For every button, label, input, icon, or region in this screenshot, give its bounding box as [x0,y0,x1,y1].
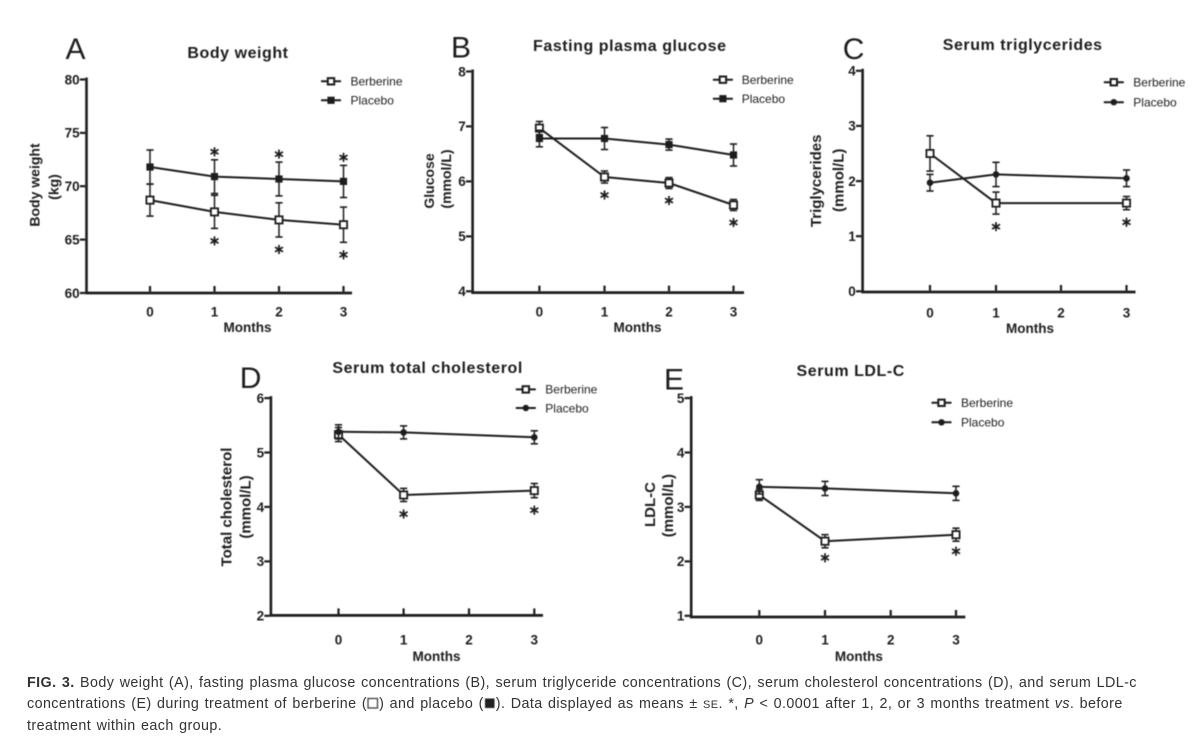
svg-text:(kg): (kg) [45,174,61,200]
svg-text:4: 4 [458,284,466,299]
svg-text:D: D [240,362,262,395]
svg-text:5: 5 [257,445,265,460]
svg-text:LDL-C: LDL-C [642,482,659,527]
svg-text:Months: Months [1006,321,1054,336]
svg-text:3: 3 [677,500,685,515]
svg-text:75: 75 [65,126,81,141]
svg-text:4: 4 [848,64,856,79]
svg-text:1: 1 [601,305,609,320]
svg-text:Triglycerides: Triglycerides [808,135,825,228]
svg-text:B: B [451,32,471,65]
svg-text:Months: Months [224,320,272,335]
svg-text:0: 0 [335,633,343,648]
svg-text:Body weight: Body weight [27,143,43,227]
svg-text:3: 3 [952,633,960,648]
svg-text:8: 8 [458,64,466,79]
svg-text:(mmol/L): (mmol/L) [438,149,454,208]
svg-text:Placebo: Placebo [742,92,786,106]
svg-text:0: 0 [536,305,544,320]
svg-text:Total cholesterol: Total cholesterol [219,448,236,567]
svg-text:Serum total cholesterol: Serum total cholesterol [332,360,522,377]
svg-text:3: 3 [340,305,348,320]
svg-text:5: 5 [458,229,466,244]
svg-text:Berberine: Berberine [351,75,403,89]
svg-text:0: 0 [146,305,154,320]
svg-text:Months: Months [413,649,461,664]
svg-text:80: 80 [65,72,80,87]
svg-text:2: 2 [677,554,685,569]
svg-text:2: 2 [887,633,895,648]
svg-text:3: 3 [1123,306,1131,321]
svg-text:7: 7 [458,119,466,134]
svg-text:Months: Months [835,649,883,664]
svg-text:0: 0 [848,284,856,299]
svg-text:3: 3 [730,305,738,320]
svg-text:2: 2 [257,609,265,624]
svg-text:(mmol/L): (mmol/L) [831,149,848,212]
svg-text:2: 2 [1057,306,1065,321]
svg-text:2: 2 [665,305,673,320]
svg-text:3: 3 [848,119,856,134]
svg-text:1: 1 [848,229,856,244]
svg-text:0: 0 [926,306,934,321]
svg-text:Body weight: Body weight [187,45,288,62]
svg-text:Placebo: Placebo [545,401,589,415]
svg-text:(mmol/L): (mmol/L) [660,474,677,537]
svg-text:Placebo: Placebo [961,416,1005,430]
svg-text:4: 4 [677,445,685,460]
svg-text:2: 2 [275,305,283,320]
svg-text:60: 60 [65,286,80,301]
svg-text:Placebo: Placebo [1133,96,1177,110]
svg-text:Berberine: Berberine [545,383,597,397]
svg-text:Berberine: Berberine [742,73,794,87]
svg-text:Serum triglycerides: Serum triglycerides [943,37,1103,54]
svg-text:Placebo: Placebo [351,94,395,108]
svg-text:6: 6 [458,174,466,189]
svg-text:6: 6 [257,391,265,406]
svg-text:Fasting plasma glucose: Fasting plasma glucose [533,38,726,55]
svg-text:Berberine: Berberine [961,396,1013,410]
svg-text:1: 1 [211,305,219,320]
svg-text:Serum LDL-C: Serum LDL-C [797,363,905,380]
svg-text:3: 3 [531,633,539,648]
svg-text:70: 70 [65,179,80,194]
svg-text:A: A [66,33,86,66]
svg-text:4: 4 [257,500,265,515]
svg-text:Berberine: Berberine [1133,76,1185,90]
svg-text:Months: Months [614,320,662,335]
svg-text:65: 65 [65,232,81,247]
svg-text:C: C [843,33,865,66]
svg-text:0: 0 [756,633,764,648]
svg-text:1: 1 [400,633,408,648]
svg-text:3: 3 [257,554,265,569]
svg-text:E: E [664,364,684,397]
svg-text:1: 1 [821,633,829,648]
svg-text:2: 2 [848,174,856,189]
svg-text:Glucose: Glucose [421,153,437,208]
svg-text:5: 5 [677,391,685,406]
svg-text:1: 1 [677,609,685,624]
svg-text:2: 2 [465,633,473,648]
svg-text:(mmol/L): (mmol/L) [238,475,255,538]
svg-text:1: 1 [992,306,1000,321]
